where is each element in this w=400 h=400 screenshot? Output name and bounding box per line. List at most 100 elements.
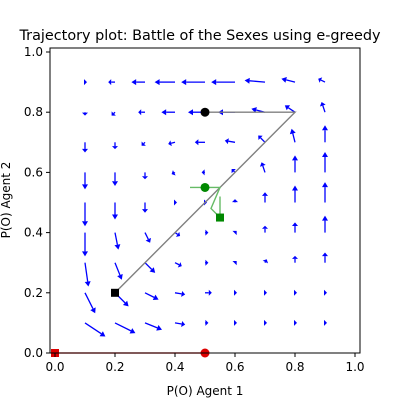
quiver-arrow [194,139,205,146]
quiver-arrow [84,292,96,314]
quiver-arrow [144,322,162,331]
quiver-arrow [284,105,296,113]
x-tick-label: 0.2 [105,360,124,374]
quiver-arrow [144,262,156,273]
trajectory-lines [55,111,297,354]
x-tick-label: 0.8 [285,360,304,374]
quiver-arrow [82,112,88,116]
quiver-arrow [322,125,328,143]
quiver-arrow [205,229,209,236]
quiver-arrow [224,138,236,145]
x-axis-ticks: 0.0 0.2 0.4 0.6 0.8 1.0 [45,353,365,374]
trajectory-start-marker [216,213,224,222]
quiver-arrow [294,289,297,296]
y-tick-label: 1.0 [24,45,43,59]
quiver-arrow [181,79,205,86]
quiver-arrow [112,202,118,220]
quiver-arrow [292,155,298,173]
x-axis-label: P(O) Agent 1 [167,384,244,398]
y-axis-ticks: 0.0 0.2 0.4 0.6 0.8 1.0 [24,45,50,360]
y-tick-label: 0.2 [24,286,43,300]
quiver-arrow [322,182,328,203]
x-tick-label: 0.6 [225,360,244,374]
quiver-arrow [82,202,88,227]
trajectory-end-marker [200,107,210,117]
quiver-arrow [138,109,145,116]
trajectory-start-marker [111,288,119,297]
quiver-arrow [259,162,266,173]
x-tick-label: 0.0 [45,360,64,374]
quiver-arrow [112,172,118,186]
y-tick-label: 0.6 [24,165,43,179]
quiver-arrow [131,79,145,86]
quiver-arrow [82,172,88,190]
quiver-arrow [232,199,238,203]
y-tick-label: 0.4 [24,226,43,240]
quiver-arrow [322,152,328,173]
quiver-arrow [205,319,209,326]
quiver-arrow [112,142,118,150]
quiver-arrow [324,289,327,296]
y-tick-label: 0.8 [24,105,43,119]
quiver-arrow [262,225,268,233]
quiver-arrow [114,232,121,250]
quiver-arrow [201,169,205,176]
quiver-arrow [144,232,151,243]
quiver-arrow [205,259,209,266]
plot-frame [49,47,361,354]
quiver-arrow [154,79,175,86]
quiver-arrow [318,77,326,83]
trajectory-end-marker [200,182,210,192]
quiver-arrow [114,322,136,334]
quiver-arrow [174,290,186,297]
quiver-arrow [258,135,266,143]
quiver-arrow [292,185,298,203]
quiver-arrow [111,111,116,116]
quiver-arrow [82,232,88,257]
quiver-arrow [244,77,266,84]
quiver-arrow [174,262,182,268]
quiver-arrow [171,170,176,176]
quiver-arrow [234,289,237,296]
quiver-arrow [281,76,296,83]
quiver-arrow [232,261,237,266]
quiver-arrow [205,289,212,296]
quiver-arrow [289,128,296,143]
quiver-arrow [319,102,326,113]
quiver-arrow [161,109,175,116]
quiver-arrow [262,192,268,203]
quiver-arrow [84,262,91,287]
quiver-arrow [84,322,106,337]
quiver-arrow [144,292,159,301]
quiver-arrow [292,222,298,233]
trajectory-line [114,111,297,294]
quiver-arrow [142,172,148,180]
quiver-arrow [322,252,328,263]
quiver-arrow [324,319,327,326]
x-tick-label: 0.4 [165,360,184,374]
quiver-arrow [262,259,269,264]
quiver-arrow [264,319,267,326]
quiver-arrow [141,141,146,146]
quiver-arrow [114,262,123,280]
quiver-arrow [264,289,267,296]
quiver-arrow [168,140,176,147]
quiver-arrow [142,202,148,213]
quiver-arrow [174,199,177,206]
quiver-arrow [234,319,237,326]
quiver-arrow [322,215,328,233]
quiver-arrow [232,230,237,236]
trajectory-markers [51,107,224,358]
quiver-field [82,76,328,337]
y-tick-label: 0.0 [24,346,43,360]
quiver-arrow [84,79,87,86]
quiver-arrow [108,79,115,86]
chart-title: Trajectory plot: Battle of the Sexes usi… [19,28,381,44]
quiver-arrow [82,142,88,153]
quiver-arrow [211,79,235,86]
quiver-arrow [294,319,297,326]
y-axis-label: P(O) Agent 2 [0,162,13,239]
x-tick-label: 1.0 [345,360,364,374]
quiver-arrow [292,255,298,263]
